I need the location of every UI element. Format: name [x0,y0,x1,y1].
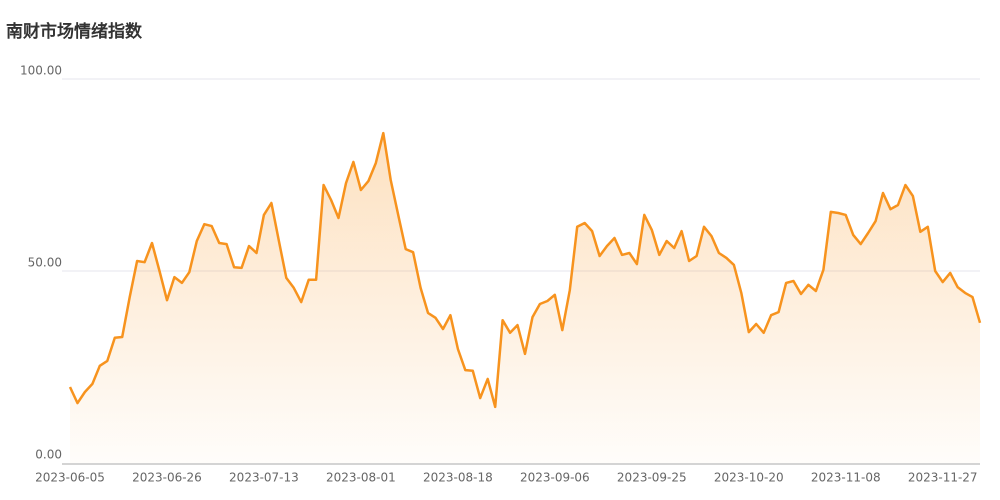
y-tick-label: 100.00 [20,64,62,78]
x-tick-label: 2023-10-20 [714,471,784,485]
x-tick-label: 2023-09-06 [520,471,590,485]
x-tick-label: 2023-06-26 [132,471,202,485]
x-tick-label: 2023-08-01 [326,471,396,485]
x-tick-label: 2023-06-05 [35,471,105,485]
line [68,131,982,409]
y-tick-label: 0.00 [35,448,62,462]
x-tick-label: 2023-09-25 [617,471,687,485]
x-tick-label: 2023-11-08 [811,471,881,485]
y-tick-label: 50.00 [28,256,62,270]
x-tick-label: 2023-08-18 [423,471,493,485]
area [70,133,980,463]
x-tick-label: 2023-07-13 [229,471,299,485]
x-tick-label: 2023-11-27 [908,471,978,485]
chart-title: 南财市场情绪指数 [6,21,143,42]
